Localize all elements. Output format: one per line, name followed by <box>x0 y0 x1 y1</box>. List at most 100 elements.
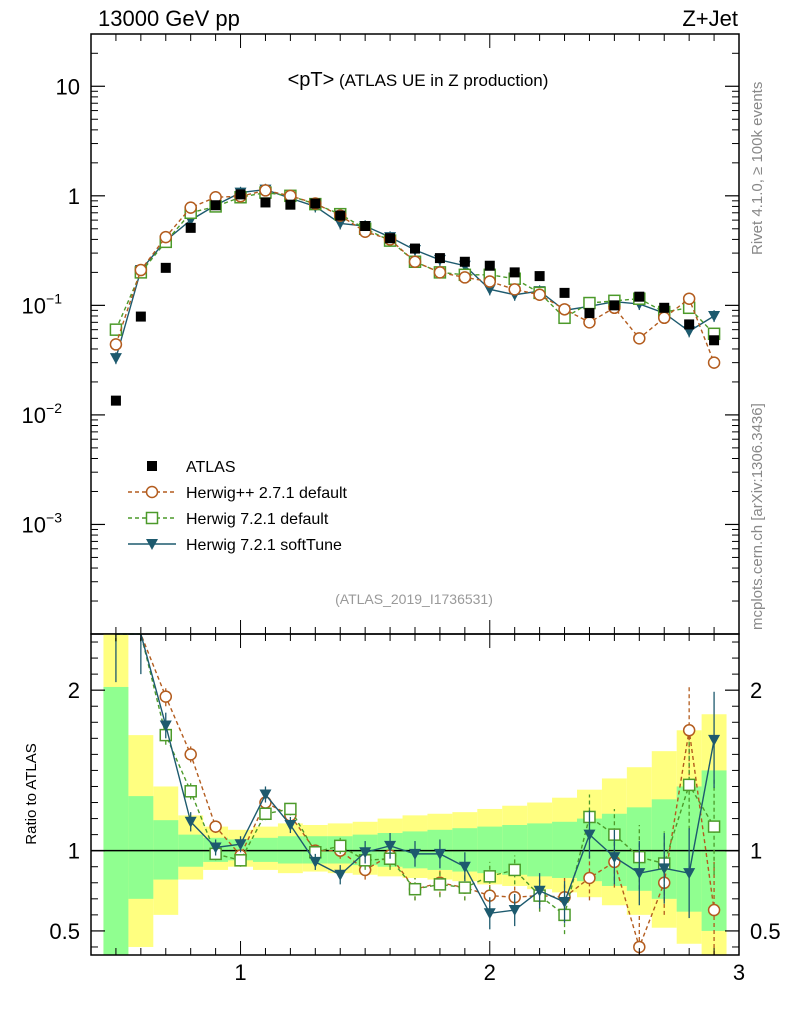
point-softtune <box>109 353 122 365</box>
legend-label: Herwig++ 2.7.1 default <box>186 485 348 502</box>
point-herwigpp <box>408 255 422 269</box>
point-herwig721 <box>583 296 596 310</box>
xtick-label: 3 <box>733 960 745 985</box>
ratio-point-softtune <box>533 885 546 897</box>
xtick-label: 2 <box>484 960 496 985</box>
legend-item-softtune: Herwig 7.2.1 softTune <box>128 537 342 554</box>
point-atlas <box>185 222 196 233</box>
point-herwigpp <box>583 316 596 329</box>
point-atlas <box>385 233 396 244</box>
legend: ATLAS Herwig++ 2.7.1 default Herwig 7.2.1 … <box>128 459 348 554</box>
point-atlas <box>335 210 346 221</box>
main-title-text: (ATLAS UE in Z production) <box>334 71 548 90</box>
point-softtune <box>334 218 347 230</box>
point-herwigpp <box>259 184 272 197</box>
ratio-point-softtune <box>608 852 621 864</box>
point-atlas <box>360 221 371 232</box>
point-herwigpp <box>483 275 497 288</box>
legend-label: Herwig 7.2.1 default <box>186 511 329 528</box>
band-green <box>153 820 179 880</box>
band-green <box>552 821 577 878</box>
point-atlas <box>110 395 121 406</box>
ratio-point-softtune <box>683 868 696 880</box>
point-atlas <box>160 262 171 273</box>
ratio-point-herwig721 <box>333 839 347 853</box>
legend-marker-atlas <box>147 461 157 471</box>
point-herwigpp <box>508 283 521 296</box>
series-line-softtune <box>115 188 715 359</box>
ratio-point-herwig721 <box>707 820 721 833</box>
legend-marker-herwigpp <box>145 485 159 499</box>
legend-marker-herwig721 <box>145 511 159 525</box>
point-atlas <box>659 302 670 313</box>
point-atlas <box>410 243 420 254</box>
ratio-point-softtune <box>458 861 471 873</box>
main-axis-ticks: 10 1 10−1 10−2 10−3 <box>22 33 739 634</box>
ratio-ytick-label-right: 0.5 <box>750 919 781 944</box>
header-left: 13000 GeV pp <box>98 6 240 31</box>
ratio-point-herwigpp <box>209 820 222 833</box>
ratio-ylabel: Ratio to ATLAS <box>23 743 40 844</box>
ratio-point-softtune <box>558 897 571 909</box>
ratio-ytick-label: 0.5 <box>49 919 80 944</box>
ratio-series-softtune <box>115 633 721 930</box>
legend-item-herwigpp: Herwig++ 2.7.1 default <box>128 485 348 502</box>
point-atlas <box>484 260 495 271</box>
ratio-point-herwig721 <box>508 863 521 877</box>
point-atlas <box>235 189 246 200</box>
ratio-point-softtune <box>658 863 671 875</box>
point-softtune <box>708 310 721 322</box>
main-data-layer <box>109 183 721 406</box>
point-atlas <box>584 308 595 319</box>
main-title: <pT> (ATLAS UE in Z production) <box>288 69 549 91</box>
mcplots-label: mcplots.cern.ch [arXiv:1306.3436] <box>749 403 766 630</box>
ratio-point-softtune <box>583 829 596 841</box>
point-herwigpp <box>109 338 123 351</box>
main-ytick-label: 10−2 <box>22 400 63 428</box>
point-herwigpp <box>657 311 671 325</box>
point-atlas <box>434 253 445 264</box>
point-atlas <box>534 271 545 282</box>
ratio-ytick-label-right: 1 <box>750 839 762 864</box>
analysis-tag: (ATLAS_2019_I1736531) <box>335 591 493 607</box>
ratio-point-herwig721 <box>682 778 696 792</box>
ratio-point-herwigpp <box>682 724 696 737</box>
xtick-label: 1 <box>234 960 246 985</box>
point-herwigpp <box>184 201 197 214</box>
series-atlas <box>110 189 720 406</box>
ratio-point-herwigpp <box>159 690 173 703</box>
point-atlas <box>634 291 645 302</box>
ratio-panel: 0.5 0.5 1 1 2 2 1 2 3 Ratio to ATLAS <box>23 633 781 985</box>
ratio-point-softtune <box>159 720 172 732</box>
legend-marker-softtune <box>146 539 158 550</box>
rivet-label: Rivet 4.1.0, ≥ 100k events <box>749 82 766 255</box>
ratio-point-softtune <box>359 847 372 859</box>
band-green <box>103 686 129 955</box>
legend-label: Herwig 7.2.1 softTune <box>186 537 342 554</box>
point-atlas <box>310 198 321 209</box>
ratio-point-herwig721 <box>184 785 197 798</box>
point-herwigpp <box>558 303 571 316</box>
ratio-point-softtune <box>259 789 272 801</box>
ratio-axis-ticks: 0.5 0.5 1 1 2 2 1 2 3 <box>49 634 781 985</box>
ratio-point-herwig721 <box>433 878 447 891</box>
point-herwig721 <box>109 323 123 336</box>
ratio-ytick-label-right: 2 <box>750 678 762 703</box>
point-atlas <box>285 199 296 210</box>
point-herwigpp <box>159 230 173 244</box>
ratio-point-softtune <box>309 856 322 868</box>
ratio-point-herwig721 <box>458 881 472 894</box>
ratio-ytick-label: 2 <box>68 678 80 703</box>
ratio-point-herwig721 <box>234 854 247 867</box>
ratio-point-herwigpp <box>184 748 197 761</box>
ratio-point-softtune <box>284 819 297 831</box>
legend-label: ATLAS <box>186 459 236 476</box>
ratio-point-softtune <box>633 868 646 880</box>
ratio-point-softtune <box>708 734 721 746</box>
point-herwigpp <box>284 189 297 203</box>
ratio-point-softtune <box>483 908 496 920</box>
series-line-herwigpp <box>115 189 715 363</box>
ratio-point-softtune <box>409 848 421 860</box>
point-herwigpp <box>633 332 646 345</box>
